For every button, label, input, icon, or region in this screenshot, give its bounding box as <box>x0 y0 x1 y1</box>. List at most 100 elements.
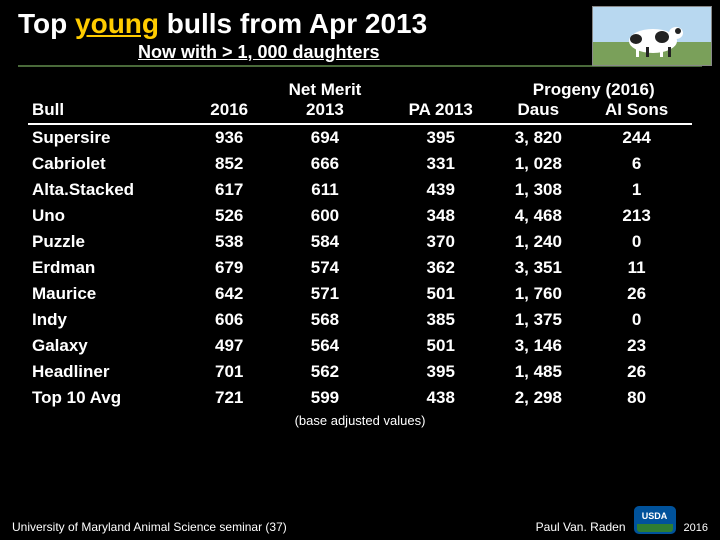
cell-y2013: 600 <box>264 203 386 229</box>
col-2013: 2013 <box>264 100 386 124</box>
cell-daus: 1, 375 <box>495 307 581 333</box>
cell-bull: Galaxy <box>28 333 195 359</box>
cell-y2016: 721 <box>195 385 264 411</box>
col-pa2013: PA 2013 <box>386 100 495 124</box>
footer-author: Paul Van. Raden <box>536 520 626 534</box>
table-row: Indy6065683851, 3750 <box>28 307 692 333</box>
cell-bull: Maurice <box>28 281 195 307</box>
footer-year: 2016 <box>684 522 708 534</box>
cell-y2013: 564 <box>264 333 386 359</box>
cell-bull: Uno <box>28 203 195 229</box>
title-post: bulls from Apr 2013 <box>159 8 427 39</box>
cell-y2013: 562 <box>264 359 386 385</box>
cell-y2013: 694 <box>264 124 386 151</box>
cell-y2013: 574 <box>264 255 386 281</box>
footer-left: University of Maryland Animal Science se… <box>12 520 287 534</box>
table-row: Alta.Stacked6176114391, 3081 <box>28 177 692 203</box>
cell-ai_sons: 213 <box>581 203 692 229</box>
cell-ai_sons: 244 <box>581 124 692 151</box>
cell-ai_sons: 26 <box>581 359 692 385</box>
col-2016: 2016 <box>195 100 264 124</box>
cell-daus: 3, 146 <box>495 333 581 359</box>
cell-y2016: 679 <box>195 255 264 281</box>
footer-right: Paul Van. Raden USDA 2016 <box>536 506 708 534</box>
cell-bull: Supersire <box>28 124 195 151</box>
cell-bull: Headliner <box>28 359 195 385</box>
data-table-container: Net Merit Progeny (2016) Bull 2016 2013 … <box>0 69 720 428</box>
usda-logo-icon: USDA <box>634 506 676 534</box>
cell-daus: 2, 298 <box>495 385 581 411</box>
cell-pa2013: 331 <box>386 151 495 177</box>
cell-pa2013: 348 <box>386 203 495 229</box>
cell-y2013: 584 <box>264 229 386 255</box>
cell-daus: 3, 351 <box>495 255 581 281</box>
cell-ai_sons: 6 <box>581 151 692 177</box>
title-pre: Top <box>18 8 75 39</box>
cell-ai_sons: 1 <box>581 177 692 203</box>
cow-image <box>592 6 712 66</box>
table-group-header: Net Merit Progeny (2016) <box>28 77 692 100</box>
table-row: Uno5266003484, 468213 <box>28 203 692 229</box>
col-bull: Bull <box>28 100 195 124</box>
cell-pa2013: 385 <box>386 307 495 333</box>
group-net-merit: Net Merit <box>264 77 386 100</box>
cell-daus: 1, 308 <box>495 177 581 203</box>
cell-daus: 1, 485 <box>495 359 581 385</box>
title-accent: young <box>75 8 159 39</box>
table-row: Galaxy4975645013, 14623 <box>28 333 692 359</box>
cell-ai_sons: 11 <box>581 255 692 281</box>
table-row: Supersire9366943953, 820244 <box>28 124 692 151</box>
cell-bull: Cabriolet <box>28 151 195 177</box>
cell-daus: 1, 760 <box>495 281 581 307</box>
cell-y2016: 936 <box>195 124 264 151</box>
slide-footer: University of Maryland Animal Science se… <box>0 506 720 534</box>
cell-pa2013: 395 <box>386 124 495 151</box>
cell-bull: Alta.Stacked <box>28 177 195 203</box>
cell-y2016: 526 <box>195 203 264 229</box>
table-footnote: (base adjusted values) <box>28 413 692 428</box>
usda-label: USDA <box>642 511 668 521</box>
table-column-header: Bull 2016 2013 PA 2013 Daus AI Sons <box>28 100 692 124</box>
cell-ai_sons: 26 <box>581 281 692 307</box>
cow-icon <box>618 17 688 57</box>
table-row: Puzzle5385843701, 2400 <box>28 229 692 255</box>
cell-pa2013: 395 <box>386 359 495 385</box>
cell-bull: Puzzle <box>28 229 195 255</box>
cell-pa2013: 438 <box>386 385 495 411</box>
table-row: Headliner7015623951, 48526 <box>28 359 692 385</box>
cell-y2016: 538 <box>195 229 264 255</box>
table-row: Erdman6795743623, 35111 <box>28 255 692 281</box>
table-row: Cabriolet8526663311, 0286 <box>28 151 692 177</box>
cell-pa2013: 501 <box>386 281 495 307</box>
cell-y2016: 642 <box>195 281 264 307</box>
cell-y2016: 617 <box>195 177 264 203</box>
cell-y2013: 611 <box>264 177 386 203</box>
cell-daus: 1, 028 <box>495 151 581 177</box>
cell-pa2013: 362 <box>386 255 495 281</box>
cell-daus: 4, 468 <box>495 203 581 229</box>
cell-daus: 1, 240 <box>495 229 581 255</box>
cell-pa2013: 370 <box>386 229 495 255</box>
col-daus: Daus <box>495 100 581 124</box>
cell-y2016: 852 <box>195 151 264 177</box>
cell-y2016: 606 <box>195 307 264 333</box>
cell-pa2013: 439 <box>386 177 495 203</box>
cell-y2013: 599 <box>264 385 386 411</box>
cell-y2013: 568 <box>264 307 386 333</box>
cell-ai_sons: 23 <box>581 333 692 359</box>
bulls-table: Net Merit Progeny (2016) Bull 2016 2013 … <box>28 77 692 411</box>
cell-y2013: 571 <box>264 281 386 307</box>
cell-y2013: 666 <box>264 151 386 177</box>
table-row: Top 10 Avg7215994382, 29880 <box>28 385 692 411</box>
col-ai-sons: AI Sons <box>581 100 692 124</box>
cell-pa2013: 501 <box>386 333 495 359</box>
cell-ai_sons: 0 <box>581 229 692 255</box>
title-bar: Top young bulls from Apr 2013 Now with >… <box>0 0 720 69</box>
cell-y2016: 497 <box>195 333 264 359</box>
cell-bull: Top 10 Avg <box>28 385 195 411</box>
table-row: Maurice6425715011, 76026 <box>28 281 692 307</box>
cell-daus: 3, 820 <box>495 124 581 151</box>
cell-y2016: 701 <box>195 359 264 385</box>
group-progeny: Progeny (2016) <box>495 77 692 100</box>
cell-ai_sons: 80 <box>581 385 692 411</box>
